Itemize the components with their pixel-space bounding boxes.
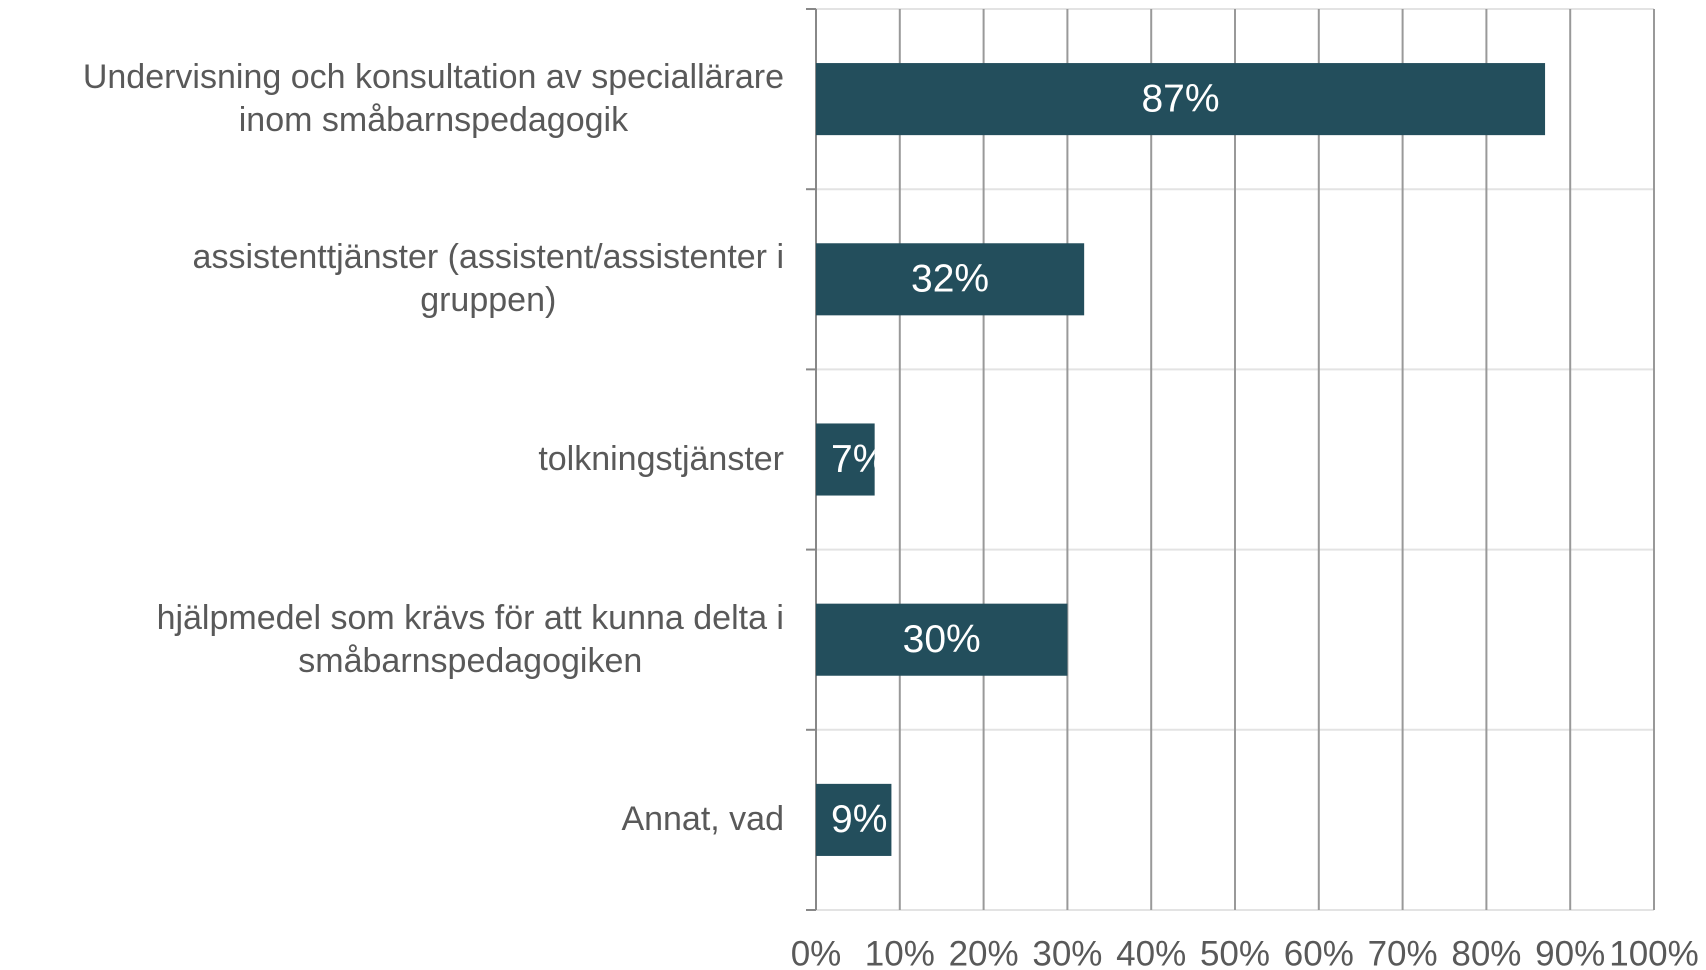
x-tick-label: 0% [791,934,842,970]
x-tick-label: 50% [1200,934,1270,970]
x-tick-label: 10% [865,934,935,970]
x-tick-label: 80% [1451,934,1521,970]
data-label: 30% [903,618,981,661]
category-label-box: hjälpmedel som krävs för att kunna delta… [0,550,784,730]
y-tick-label: tolkningstjänster [538,440,784,478]
category-label-box: Undervisning och konsultation av special… [0,9,784,189]
x-tick-label: 70% [1368,934,1438,970]
x-tick-label: 100% [1609,934,1699,970]
bar [816,63,1546,136]
x-tick-label: 40% [1116,934,1186,970]
x-tick-label: 90% [1535,934,1605,970]
bar [816,243,1085,316]
bar [816,423,875,496]
y-tick-label: assistenttjänster (assistent/assistenter… [192,238,784,320]
x-tick-label: 60% [1284,934,1354,970]
x-tick-label: 20% [949,934,1019,970]
y-tick-label: hjälpmedel som krävs för att kunna delta… [156,598,784,680]
x-tick-label: 30% [1032,934,1102,970]
data-label: 7% [831,438,887,481]
data-label: 32% [911,258,989,301]
y-tick-label: Undervisning och konsultation av special… [82,58,784,140]
y-tick-label: Annat, vad [621,800,784,839]
data-label: 9% [831,798,887,841]
bar [816,783,892,856]
category-label-box: Annat, vad [0,730,784,910]
bar [816,603,1068,676]
category-label-box: assistenttjänster (assistent/assistenter… [0,189,784,369]
category-label-box: tolkningstjänster [0,370,784,550]
data-label: 87% [1141,77,1219,120]
